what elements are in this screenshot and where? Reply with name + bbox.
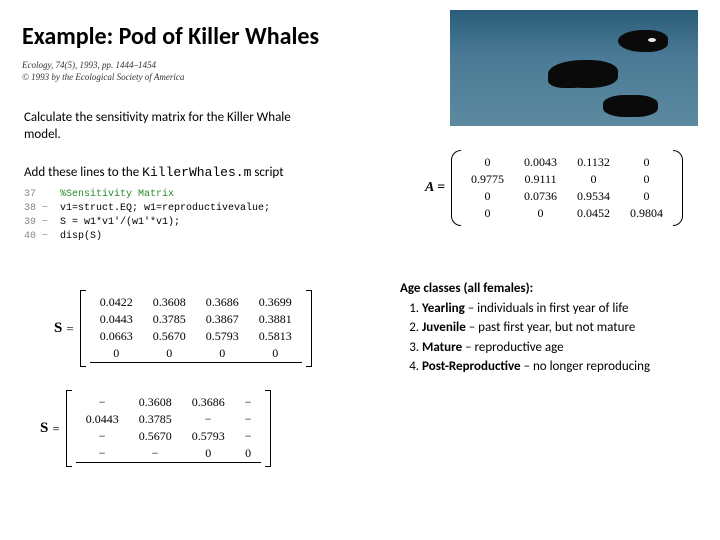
code-lineno: 39 −	[24, 216, 60, 230]
code-lineno: 37	[24, 188, 60, 202]
age-classes: Age classes (all females): Yearling – in…	[400, 280, 700, 378]
matrix-s-label: S	[54, 320, 62, 337]
matrix-s-table: 0.04220.36080.36860.3699 0.04430.37850.3…	[90, 294, 302, 363]
code-lineno: 38 −	[24, 202, 60, 216]
code-lineno: 40 −	[24, 230, 60, 244]
list-item: Post-Reproductive – no longer reproducin…	[422, 358, 700, 376]
citation-line2: © 1993 by the Ecological Society of Amer…	[22, 72, 184, 84]
instruction-1: Calculate the sensitivity matrix for the…	[24, 110, 324, 144]
matrix-s-full: S = 0.04220.36080.36860.3699 0.04430.378…	[54, 290, 312, 367]
code-line: v1=struct.EQ; w1=reproductivevalue;	[60, 203, 270, 214]
instruct2-suffix: script	[251, 165, 283, 180]
equals-sign: =	[52, 421, 59, 437]
matrix-s-reduced: S = −0.36080.3686− 0.04430.3785−− −0.567…	[40, 390, 271, 467]
instruct2-code: KillerWhales.m	[142, 165, 251, 180]
citation: Ecology, 74(5), 1993, pp. 1444–1454 © 19…	[22, 60, 184, 83]
age-classes-header: Age classes (all females):	[400, 280, 700, 298]
code-block: 37%Sensitivity Matrix 38 −v1=struct.EQ; …	[24, 188, 270, 244]
equals-sign: =	[66, 321, 73, 337]
code-line: S = w1*v1'/(w1'*v1);	[60, 217, 180, 228]
instruct2-prefix: Add these lines to the	[24, 165, 142, 180]
matrix-a-table: 00.00430.11320 0.97750.911100 00.07360.9…	[461, 154, 673, 222]
slide-title: Example: Pod of Killer Whales	[22, 22, 319, 51]
citation-line1: Ecology, 74(5), 1993, pp. 1444–1454	[22, 60, 184, 72]
code-line: %Sensitivity Matrix	[60, 189, 174, 200]
list-item: Juvenile – past first year, but not matu…	[422, 319, 700, 337]
code-line: disp(S)	[60, 231, 102, 242]
whale-photo	[450, 10, 698, 126]
list-item: Mature – reproductive age	[422, 339, 700, 357]
instruction-2: Add these lines to the KillerWhales.m sc…	[24, 165, 284, 180]
matrix-s-label: S	[40, 420, 48, 437]
list-item: Yearling – individuals in first year of …	[422, 300, 700, 318]
matrix-s2-table: −0.36080.3686− 0.04430.3785−− −0.56700.5…	[76, 394, 262, 463]
matrix-a-label: A =	[425, 180, 445, 196]
matrix-a: A = 00.00430.11320 0.97750.911100 00.073…	[425, 150, 683, 226]
